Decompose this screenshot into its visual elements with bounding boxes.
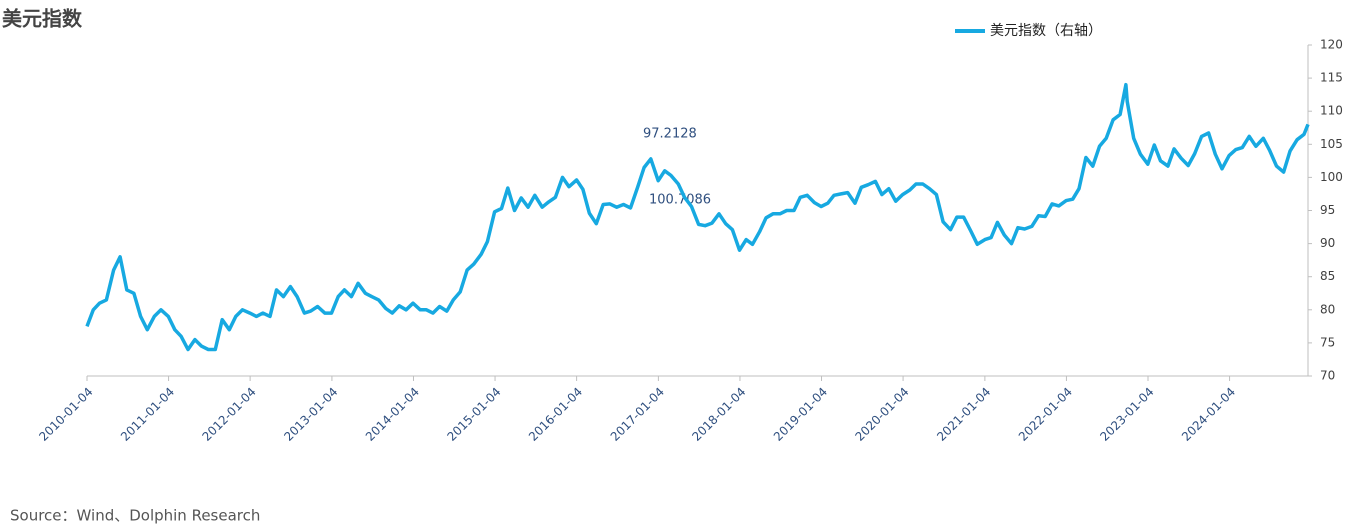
x-tick-label: 2011-01-04: [118, 385, 177, 444]
y-tick-label: 90: [1320, 236, 1335, 250]
y-tick-label: 75: [1320, 335, 1335, 349]
x-tick-label: 2021-01-04: [934, 385, 993, 444]
x-tick-label: 2017-01-04: [608, 385, 667, 444]
y-tick-label: 110: [1320, 104, 1343, 118]
annotation: 97.2128: [643, 127, 697, 142]
x-tick-label: 2019-01-04: [771, 385, 830, 444]
data-line: [85, 82, 1310, 352]
x-tick-label: 2016-01-04: [526, 385, 585, 444]
x-tick-label: 2014-01-04: [363, 385, 422, 444]
y-tick-label: 105: [1320, 137, 1343, 151]
x-tick-label: 2015-01-04: [444, 385, 503, 444]
y-tick-label: 115: [1320, 71, 1343, 85]
y-tick-label: 120: [1320, 38, 1343, 52]
annotation: 100.7086: [649, 193, 711, 208]
chart-title: 美元指数: [2, 7, 83, 31]
legend-label: 美元指数（右轴）: [990, 23, 1102, 39]
y-tick-label: 70: [1320, 369, 1335, 383]
x-tick-label: 2024-01-04: [1179, 385, 1238, 444]
y-tick-label: 80: [1320, 302, 1335, 316]
x-tick-label: 2010-01-04: [36, 385, 95, 444]
x-tick-label: 2012-01-04: [200, 385, 259, 444]
x-tick-label: 2013-01-04: [281, 385, 340, 444]
x-tick-label: 2022-01-04: [1016, 385, 1075, 444]
x-tick-label: 2020-01-04: [852, 385, 911, 444]
x-tick-label: 2023-01-04: [1097, 385, 1156, 444]
y-tick-label: 95: [1320, 203, 1335, 217]
y-tick-label: 100: [1320, 170, 1343, 184]
source: Source：Wind、Dolphin Research: [10, 507, 260, 525]
y-tick-label: 85: [1320, 269, 1335, 283]
x-tick-label: 2018-01-04: [689, 385, 748, 444]
